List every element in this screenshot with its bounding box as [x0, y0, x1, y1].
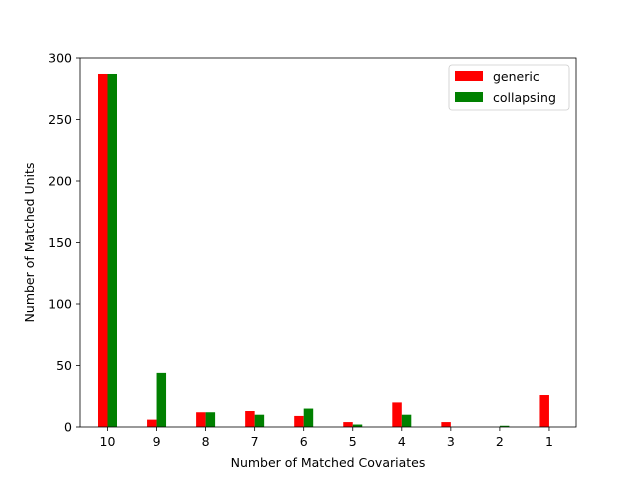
bar-collapsing-8: [205, 412, 216, 427]
x-axis-label: Number of Matched Covariates: [231, 455, 426, 470]
x-tick-label: 3: [447, 434, 455, 449]
x-tick-label: 9: [153, 434, 161, 449]
y-tick-label: 0: [64, 420, 72, 435]
legend-label-generic: generic: [493, 69, 540, 84]
legend: generic collapsing: [448, 64, 570, 111]
bar-generic-5: [343, 422, 353, 427]
bar-collapsing-10: [107, 73, 117, 428]
x-tick-label: 2: [496, 434, 504, 449]
x-tick-label: 4: [398, 434, 406, 449]
bar-generic-8: [196, 412, 206, 427]
bar-collapsing-7: [254, 414, 265, 427]
bar-generic-4: [392, 402, 402, 427]
bar-collapsing-6: [303, 408, 314, 427]
bars-group: [98, 73, 549, 428]
y-tick-label: 250: [48, 112, 72, 127]
bar-collapsing-5: [352, 424, 363, 427]
x-axis-ticks: 10 9 8 7 6 5 4 3 2 1: [100, 427, 553, 449]
legend-swatch-collapsing: [455, 92, 483, 102]
bar-collapsing-4: [401, 414, 412, 427]
bar-generic-3: [441, 422, 451, 427]
y-tick-label: 50: [56, 358, 72, 373]
y-tick-label: 200: [48, 174, 72, 189]
bar-generic-7: [245, 411, 255, 427]
legend-label-collapsing: collapsing: [493, 90, 556, 105]
x-tick-label: 5: [349, 434, 357, 449]
y-tick-label: 300: [48, 51, 72, 66]
legend-swatch-generic: [455, 71, 483, 81]
bar-collapsing-2: [499, 425, 510, 427]
bar-generic-9: [147, 419, 157, 427]
y-tick-label: 150: [48, 235, 72, 250]
bar-generic-6: [294, 415, 304, 427]
x-tick-label: 8: [202, 434, 210, 449]
bar-generic-10: [98, 73, 108, 428]
x-tick-label: 6: [300, 434, 308, 449]
x-tick-label: 1: [545, 434, 553, 449]
bar-generic-1: [539, 395, 549, 427]
y-axis-label: Number of Matched Units: [22, 163, 37, 323]
y-axis-ticks: 0 50 100 150 200 250 300: [48, 51, 80, 435]
x-tick-label: 10: [100, 434, 116, 449]
y-tick-label: 100: [48, 297, 72, 312]
bar-collapsing-9: [156, 372, 167, 427]
x-tick-label: 7: [251, 434, 259, 449]
